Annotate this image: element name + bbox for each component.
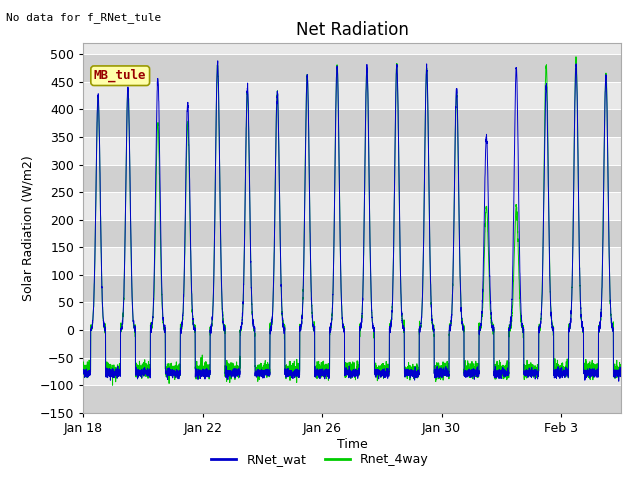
Text: No data for f_RNet_tule: No data for f_RNet_tule xyxy=(6,12,162,23)
Text: MB_tule: MB_tule xyxy=(94,69,147,83)
Title: Net Radiation: Net Radiation xyxy=(296,21,408,39)
Legend: RNet_wat, Rnet_4way: RNet_wat, Rnet_4way xyxy=(206,448,434,471)
Bar xyxy=(83,109,621,137)
Bar xyxy=(83,358,621,385)
Bar xyxy=(83,82,621,109)
X-axis label: Time: Time xyxy=(337,438,367,451)
Bar xyxy=(83,275,621,302)
Bar xyxy=(83,247,621,275)
Y-axis label: Solar Radiation (W/m2): Solar Radiation (W/m2) xyxy=(21,155,35,301)
Bar xyxy=(83,137,621,165)
Bar xyxy=(83,192,621,220)
Bar xyxy=(83,54,621,82)
Bar xyxy=(83,165,621,192)
Bar xyxy=(83,330,621,358)
Bar xyxy=(83,220,621,247)
Bar xyxy=(83,302,621,330)
Bar xyxy=(83,385,621,413)
